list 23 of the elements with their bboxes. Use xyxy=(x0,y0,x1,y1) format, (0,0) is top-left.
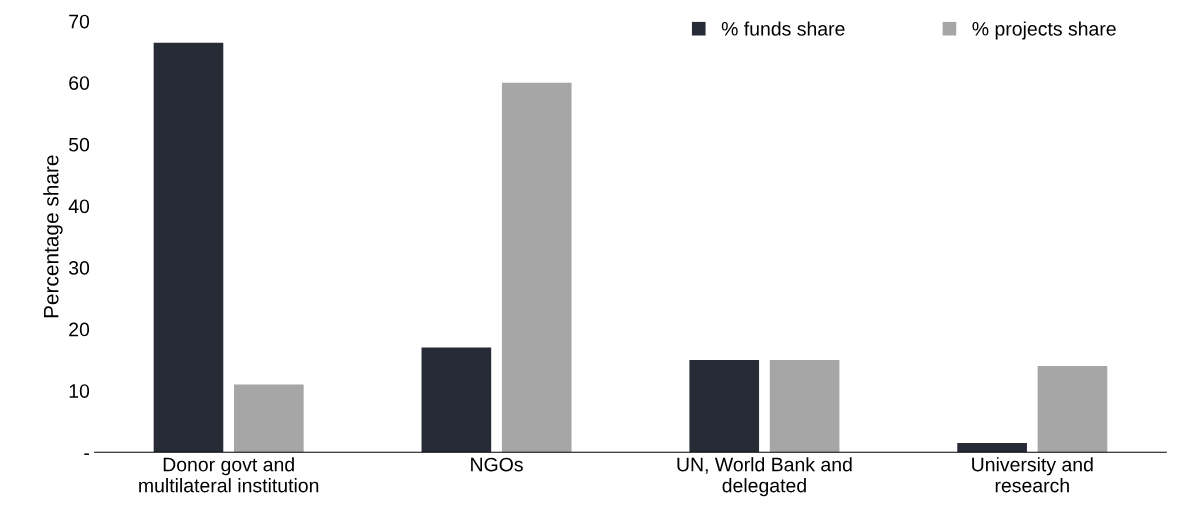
y-tick-label: 70 xyxy=(69,14,90,29)
bar xyxy=(769,359,840,453)
y-tick-label: 60 xyxy=(69,76,90,90)
y-tick-label: 10 xyxy=(69,384,90,398)
y-tick-label: 50 xyxy=(69,137,90,152)
x-tick-label: UN, World Bank and delegated xyxy=(677,457,852,497)
bar xyxy=(153,42,224,453)
bar xyxy=(234,384,304,453)
bar xyxy=(689,359,760,453)
bar xyxy=(501,82,572,453)
x-tick-label: University and research xyxy=(972,457,1093,493)
y-axis-title: Percentage share xyxy=(43,155,63,318)
legend-label: % projects share xyxy=(972,21,1116,40)
y-tick-label: - xyxy=(84,453,89,455)
x-tick-label: NGOs xyxy=(471,457,523,472)
bar xyxy=(1037,366,1108,453)
x-tick-label: Donor govt and multilateral institution xyxy=(139,457,319,493)
legend-label: % funds share xyxy=(721,21,845,36)
bar xyxy=(957,443,1027,453)
y-tick-label: 20 xyxy=(69,322,90,337)
y-tick-label: 40 xyxy=(68,199,90,214)
y-tick-label: 30 xyxy=(68,260,90,275)
bar xyxy=(421,347,492,453)
